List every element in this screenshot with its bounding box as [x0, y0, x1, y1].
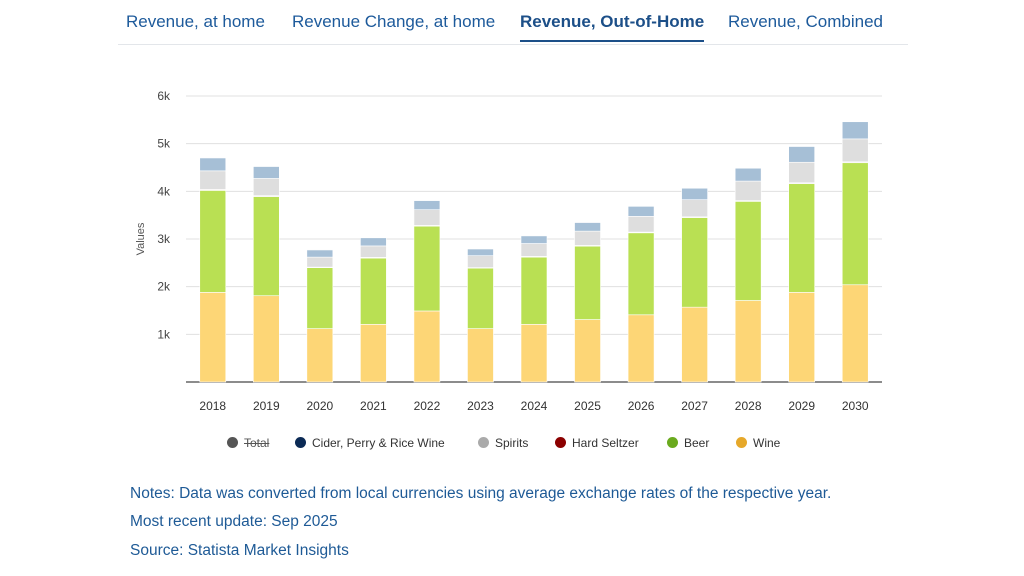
bar-segment	[788, 161, 815, 184]
bar-segment	[360, 324, 387, 383]
y-tick-label: 6k	[157, 89, 171, 103]
bar-segment	[574, 230, 601, 246]
y-axis-label: Values	[135, 222, 147, 255]
bar-segment	[253, 295, 280, 383]
bar-segment	[520, 235, 548, 244]
legend-item-cider[interactable]: Cider, Perry & Rice Wine	[295, 436, 445, 450]
legend-item-hard-seltzer[interactable]: Hard Seltzer	[555, 436, 639, 450]
bar-segment	[681, 187, 708, 200]
bar-segment	[306, 267, 334, 329]
x-tick-label: 2026	[628, 399, 655, 413]
y-tick-label: 2k	[157, 280, 171, 294]
x-tick-label: 2021	[360, 399, 387, 413]
bar-segment	[253, 178, 280, 196]
source-text: Source: Statista Market Insights	[130, 542, 349, 559]
bar-segment	[467, 248, 494, 256]
bar-segment	[360, 245, 387, 258]
bar-segment	[734, 167, 762, 182]
x-tick-label: 2030	[842, 399, 869, 413]
y-tick-label: 3k	[157, 232, 171, 246]
bar-segment	[253, 166, 280, 179]
legend-item-total[interactable]: Total	[227, 436, 269, 450]
x-tick-label: 2020	[306, 399, 333, 413]
bar-segment	[413, 209, 441, 226]
x-tick-label: 2029	[788, 399, 815, 413]
bar-segment	[199, 292, 227, 383]
bar-segment	[841, 162, 869, 286]
legend-dot-total	[227, 437, 238, 448]
bar-segment	[306, 256, 334, 268]
notes-text: Notes: Data was converted from local cur…	[130, 485, 832, 502]
bar-segment	[199, 157, 227, 172]
tab-bar: Revenue, at home Revenue Change, at home…	[118, 0, 908, 45]
bar-segment	[467, 267, 494, 329]
update-text: Most recent update: Sep 2025	[130, 513, 338, 530]
bar-segment	[681, 217, 708, 308]
x-tick-label: 2024	[521, 399, 548, 413]
legend-label-beer: Beer	[684, 436, 710, 450]
bar-segment	[520, 256, 548, 325]
bar-segment	[841, 138, 869, 163]
stacked-bar-chart: 1k 2k 3k 4k 5k 6k Values 2018 2019 2020 2021 2022 20…	[135, 89, 882, 413]
bar-segment	[734, 300, 762, 383]
bar-segment	[306, 328, 334, 383]
bar-segment	[627, 206, 655, 217]
bar-segment	[627, 216, 655, 233]
legend-item-beer[interactable]: Beer	[667, 436, 709, 450]
legend-label-hard-seltzer: Hard Seltzer	[572, 436, 639, 450]
bar-segment	[360, 257, 387, 325]
bar-segment	[788, 146, 815, 163]
bar-segment	[413, 310, 441, 383]
legend-dot-beer	[667, 437, 678, 448]
bar-segment	[841, 121, 869, 140]
legend-label-cider: Cider, Perry & Rice Wine	[312, 436, 445, 450]
x-tick-label: 2019	[253, 399, 280, 413]
tab-revenue-change-at-home[interactable]: Revenue Change, at home	[292, 12, 496, 31]
y-tick-label: 4k	[157, 184, 171, 198]
x-tick-label: 2022	[414, 399, 441, 413]
bar-segment	[574, 245, 601, 320]
bar-segment	[681, 306, 708, 383]
bar-segment	[360, 237, 387, 247]
bar-segment	[841, 284, 869, 383]
tab-revenue-at-home[interactable]: Revenue, at home	[126, 12, 265, 31]
x-tick-label: 2023	[467, 399, 494, 413]
bar-segment	[788, 183, 815, 293]
bar-segment	[413, 200, 441, 210]
bar-segment	[734, 180, 762, 201]
x-tick-label: 2028	[735, 399, 762, 413]
legend-item-wine[interactable]: Wine	[736, 436, 780, 450]
bar-segment	[199, 170, 227, 190]
legend-dot-spirits	[478, 437, 489, 448]
bar-segment	[467, 328, 494, 383]
bar-segment	[306, 249, 334, 258]
tab-revenue-combined[interactable]: Revenue, Combined	[728, 12, 883, 31]
bar-segment	[627, 232, 655, 316]
x-tick-label: 2025	[574, 399, 601, 413]
bar-segment	[627, 314, 655, 383]
legend-dot-hard-seltzer	[555, 437, 566, 448]
bar-segment	[681, 199, 708, 218]
bar-segment	[734, 201, 762, 301]
bar-segment	[413, 225, 441, 312]
legend-label-wine: Wine	[753, 436, 781, 450]
bar-segment	[574, 319, 601, 383]
legend-dot-cider	[295, 437, 306, 448]
bar-segment	[520, 243, 548, 257]
legend-item-spirits[interactable]: Spirits	[478, 436, 528, 450]
bar-segment	[467, 255, 494, 268]
tab-revenue-out-of-home[interactable]: Revenue, Out-of-Home	[520, 12, 705, 42]
legend-label-spirits: Spirits	[495, 436, 529, 450]
x-tick-label: 2018	[199, 399, 226, 413]
y-tick-label: 1k	[157, 327, 171, 341]
bar-segment	[788, 292, 815, 383]
legend-dot-wine	[736, 437, 747, 448]
legend-label-total: Total	[244, 436, 270, 450]
bar-segment	[574, 222, 601, 232]
bar-segment	[253, 196, 280, 297]
x-tick-label: 2027	[681, 399, 708, 413]
bar-segment	[520, 324, 548, 383]
bar-segment	[199, 190, 227, 293]
y-tick-label: 5k	[157, 137, 171, 151]
